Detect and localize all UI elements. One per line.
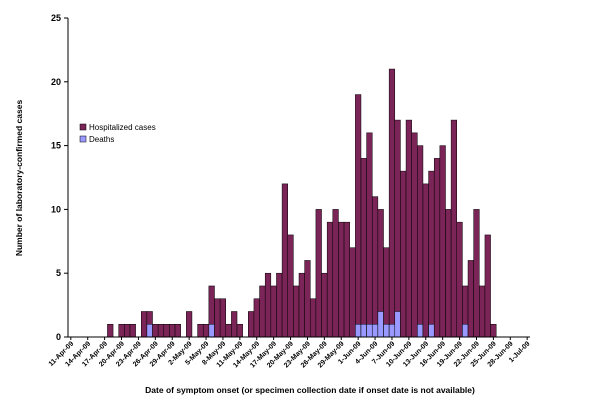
y-tick-label: 5	[56, 268, 61, 278]
bars-layer	[107, 68, 497, 338]
bar-hospitalized	[388, 68, 396, 338]
y-tick-label: 20	[51, 77, 61, 87]
bar-hospitalized	[433, 158, 441, 338]
bar-hospitalized	[270, 285, 277, 338]
bar-hospitalized	[428, 170, 435, 338]
bar-deaths	[388, 323, 396, 338]
y-tick-label: 25	[51, 13, 61, 23]
bar-hospitalized	[366, 132, 373, 338]
bar-deaths	[394, 311, 401, 338]
bar-hospitalized	[417, 145, 424, 338]
bar-hospitalized	[124, 323, 131, 338]
bar-hospitalized	[259, 285, 266, 338]
y-ticks: 0 5 10 15 20 25	[51, 13, 68, 342]
bar-hospitalized	[490, 323, 497, 338]
legend-swatch-deaths	[79, 135, 87, 143]
bar-hospitalized	[293, 285, 300, 338]
y-tick-label: 10	[51, 204, 61, 214]
bar-hospitalized	[174, 323, 181, 338]
bar-deaths	[355, 323, 362, 338]
bar-hospitalized	[371, 196, 379, 338]
bar-hospitalized	[248, 311, 255, 338]
y-tick-label: 0	[56, 332, 61, 342]
bar-hospitalized	[450, 119, 457, 338]
legend-label-hospitalized: Hospitalized cases	[89, 123, 156, 132]
bar-deaths	[417, 323, 424, 338]
bar-deaths	[371, 323, 379, 338]
y-tick-label: 15	[51, 141, 61, 151]
bar-deaths	[366, 323, 373, 338]
bar-hospitalized	[411, 132, 418, 338]
bar-hospitalized	[157, 323, 165, 338]
bar-hospitalized	[422, 183, 429, 338]
bar-hospitalized	[129, 323, 136, 338]
bar-hospitalized	[321, 272, 328, 338]
bar-deaths	[383, 323, 390, 338]
bar-hospitalized	[202, 323, 210, 338]
bar-hospitalized	[304, 260, 311, 338]
bar-deaths	[377, 311, 384, 338]
bar-hospitalized	[186, 311, 193, 338]
bar-hospitalized	[231, 311, 238, 338]
bar-hospitalized	[264, 272, 272, 338]
bar-hospitalized	[360, 158, 367, 338]
bar-hospitalized	[349, 247, 356, 338]
bar-hospitalized	[439, 145, 446, 338]
bar-hospitalized	[456, 221, 463, 338]
x-axis-title: Date of symptom onset (or specimen colle…	[145, 385, 475, 395]
bar-hospitalized	[315, 209, 322, 338]
bar-hospitalized	[383, 247, 390, 338]
bar-hospitalized	[343, 221, 350, 338]
bar-hospitalized	[473, 209, 480, 338]
bar-hospitalized	[338, 221, 345, 338]
y-axis-title: Number of laboratory-confirmed cases	[14, 100, 24, 257]
bar-hospitalized	[152, 323, 159, 338]
bar-hospitalized	[484, 234, 491, 338]
bar-hospitalized	[169, 323, 176, 338]
bar-hospitalized	[332, 209, 339, 338]
bar-hospitalized	[225, 323, 232, 338]
bar-hospitalized	[298, 272, 305, 338]
bar-hospitalized	[445, 209, 452, 338]
bar-hospitalized	[163, 323, 170, 338]
bar-deaths	[360, 323, 367, 338]
bar-hospitalized	[118, 323, 125, 338]
bar-hospitalized	[219, 298, 226, 338]
bar-hospitalized	[276, 272, 283, 338]
bar-deaths	[146, 323, 153, 338]
legend: Hospitalized cases Deaths	[79, 123, 156, 144]
bar-hospitalized	[107, 323, 114, 338]
bar-hospitalized	[281, 183, 288, 338]
bar-hospitalized	[310, 298, 317, 338]
bar-deaths	[428, 323, 435, 338]
x-ticks: 11-Apr-0914-Apr-0917-Apr-0920-Apr-0923-A…	[48, 337, 532, 369]
bar-deaths	[462, 323, 469, 338]
bar-hospitalized	[479, 285, 486, 338]
bar-hospitalized	[140, 311, 148, 338]
bar-hospitalized	[197, 323, 204, 338]
bar-hospitalized	[467, 260, 474, 338]
legend-swatch-hospitalized	[79, 123, 87, 131]
bar-hospitalized	[405, 119, 412, 338]
bar-hospitalized	[236, 323, 243, 338]
bar-hospitalized	[355, 94, 362, 338]
bar-hospitalized	[400, 170, 407, 338]
bar-hospitalized	[326, 221, 334, 338]
bar-deaths	[208, 323, 215, 338]
bar-hospitalized	[394, 119, 401, 338]
bar-hospitalized	[287, 234, 294, 338]
bar-hospitalized	[253, 298, 260, 338]
bar-hospitalized	[214, 298, 221, 338]
legend-label-deaths: Deaths	[89, 135, 114, 144]
